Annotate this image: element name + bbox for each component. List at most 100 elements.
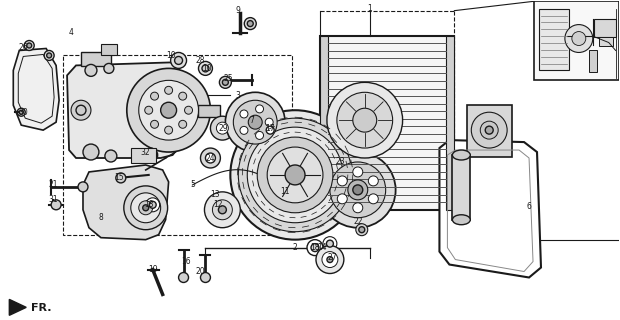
Circle shape <box>323 237 337 251</box>
Circle shape <box>326 240 334 247</box>
Circle shape <box>44 51 54 60</box>
Text: 7: 7 <box>250 116 255 125</box>
Circle shape <box>247 20 253 27</box>
Circle shape <box>161 102 177 118</box>
Circle shape <box>353 185 363 195</box>
Text: 18: 18 <box>144 200 154 209</box>
Circle shape <box>266 126 274 134</box>
Circle shape <box>353 167 363 177</box>
Text: 8: 8 <box>99 213 104 222</box>
Text: 28: 28 <box>196 56 205 65</box>
Circle shape <box>200 148 220 168</box>
Circle shape <box>165 86 172 94</box>
Circle shape <box>353 203 363 213</box>
Circle shape <box>124 186 167 230</box>
Text: FR.: FR. <box>31 303 51 313</box>
FancyBboxPatch shape <box>131 148 156 163</box>
Circle shape <box>17 108 25 116</box>
Circle shape <box>179 120 187 128</box>
Text: 15: 15 <box>114 173 123 182</box>
Circle shape <box>105 150 117 162</box>
Circle shape <box>51 200 61 210</box>
Text: 11: 11 <box>280 188 290 196</box>
Ellipse shape <box>453 150 471 160</box>
Circle shape <box>216 122 228 134</box>
Circle shape <box>307 240 323 256</box>
Circle shape <box>480 121 498 139</box>
FancyBboxPatch shape <box>589 51 596 72</box>
Circle shape <box>225 92 285 152</box>
Ellipse shape <box>453 215 471 225</box>
Polygon shape <box>67 62 182 158</box>
Text: 9: 9 <box>236 6 241 15</box>
Text: 2: 2 <box>293 243 298 252</box>
Circle shape <box>240 126 248 134</box>
Circle shape <box>223 79 228 85</box>
Circle shape <box>175 56 182 64</box>
Circle shape <box>185 106 193 114</box>
Circle shape <box>210 116 234 140</box>
FancyBboxPatch shape <box>101 44 117 55</box>
Circle shape <box>179 273 188 283</box>
Text: 24: 24 <box>206 154 215 163</box>
Circle shape <box>151 120 159 128</box>
Circle shape <box>149 201 156 208</box>
Text: 16: 16 <box>181 257 190 266</box>
Text: 6: 6 <box>526 202 531 211</box>
Text: 20: 20 <box>196 267 205 276</box>
Circle shape <box>330 162 386 218</box>
Circle shape <box>219 76 231 88</box>
Text: 19: 19 <box>148 265 157 274</box>
Circle shape <box>83 144 99 160</box>
Circle shape <box>267 147 323 203</box>
Circle shape <box>316 246 344 274</box>
Circle shape <box>322 252 338 268</box>
Circle shape <box>248 115 262 129</box>
Circle shape <box>127 68 210 152</box>
Circle shape <box>231 110 360 240</box>
Circle shape <box>311 244 319 252</box>
Text: 10: 10 <box>203 64 212 73</box>
Circle shape <box>139 80 198 140</box>
Circle shape <box>200 273 210 283</box>
Circle shape <box>165 126 172 134</box>
Circle shape <box>85 64 97 76</box>
FancyBboxPatch shape <box>446 36 454 210</box>
Circle shape <box>320 152 396 228</box>
Circle shape <box>255 105 264 113</box>
Polygon shape <box>83 165 169 240</box>
Circle shape <box>202 65 209 72</box>
Circle shape <box>170 52 187 68</box>
Polygon shape <box>13 49 59 130</box>
Circle shape <box>285 165 305 185</box>
FancyBboxPatch shape <box>81 52 111 67</box>
Circle shape <box>71 100 91 120</box>
Circle shape <box>205 192 241 228</box>
Circle shape <box>144 106 153 114</box>
Text: 21: 21 <box>48 180 58 189</box>
Text: 27: 27 <box>327 253 337 262</box>
Circle shape <box>257 137 333 213</box>
Text: 3: 3 <box>236 91 241 100</box>
Text: 30: 30 <box>19 108 28 117</box>
Circle shape <box>19 110 24 114</box>
Text: 12: 12 <box>214 200 223 209</box>
Circle shape <box>205 153 215 163</box>
Text: 22: 22 <box>353 217 363 226</box>
Circle shape <box>368 176 378 186</box>
Circle shape <box>247 127 343 223</box>
Circle shape <box>198 61 213 76</box>
Circle shape <box>485 126 493 134</box>
Text: 17: 17 <box>265 124 275 132</box>
Polygon shape <box>9 300 26 315</box>
FancyBboxPatch shape <box>453 155 471 220</box>
Circle shape <box>337 194 347 204</box>
Circle shape <box>24 41 34 51</box>
Circle shape <box>238 118 352 232</box>
Circle shape <box>116 173 126 183</box>
Circle shape <box>255 132 264 140</box>
Circle shape <box>213 200 232 220</box>
Text: 23: 23 <box>335 157 345 166</box>
FancyBboxPatch shape <box>320 36 328 210</box>
Text: 5: 5 <box>190 180 195 189</box>
